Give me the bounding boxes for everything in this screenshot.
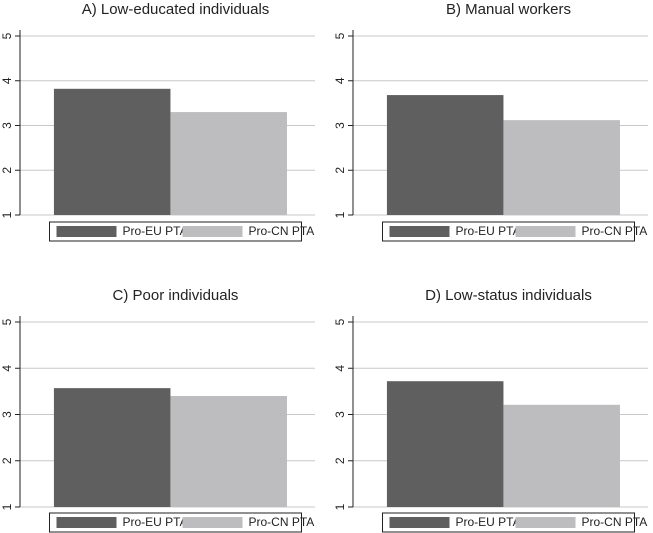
- y-tick-label: 5: [0, 318, 14, 325]
- bar: [503, 404, 620, 507]
- legend-label: Pro-CN PTA: [582, 224, 648, 238]
- legend-swatch: [56, 226, 117, 237]
- bar: [386, 381, 504, 507]
- legend-swatch: [515, 517, 576, 528]
- y-tick-label: 3: [333, 122, 347, 129]
- y-tick-label: 5: [333, 318, 347, 325]
- legend-label: Pro-EU PTA: [456, 515, 521, 529]
- legend-swatch: [389, 517, 450, 528]
- y-tick-label: 3: [0, 411, 14, 418]
- y-tick-label: 1: [333, 503, 347, 510]
- y-tick-label: 1: [333, 211, 347, 218]
- y-tick-label: 2: [333, 167, 347, 174]
- y-tick-label: 4: [0, 365, 14, 372]
- bar: [53, 388, 171, 507]
- chart-title: C) Poor individuals: [113, 287, 239, 304]
- y-tick-label: 2: [0, 167, 14, 174]
- legend-label: Pro-EU PTA: [456, 224, 521, 238]
- y-tick-label: 1: [0, 211, 14, 218]
- legend-swatch: [182, 517, 243, 528]
- y-tick-label: 4: [333, 365, 347, 372]
- legend-label: Pro-EU PTA: [123, 224, 188, 238]
- bar: [53, 88, 171, 215]
- bar: [170, 112, 287, 215]
- legend-swatch: [182, 226, 243, 237]
- y-tick-label: 2: [0, 457, 14, 464]
- y-tick-label: 1: [0, 503, 14, 510]
- legend-label: Pro-CN PTA: [249, 224, 315, 238]
- y-tick-label: 4: [333, 77, 347, 84]
- chart-title: B) Manual workers: [446, 1, 571, 18]
- y-tick-label: 4: [0, 77, 14, 84]
- legend-label: Pro-CN PTA: [249, 515, 315, 529]
- y-tick-label: 3: [333, 411, 347, 418]
- y-tick-label: 5: [0, 32, 14, 39]
- y-tick-label: 2: [333, 457, 347, 464]
- bar: [386, 95, 504, 215]
- bar: [503, 120, 620, 215]
- legend-label: Pro-EU PTA: [123, 515, 188, 529]
- legend-swatch: [515, 226, 576, 237]
- legend-swatch: [56, 517, 117, 528]
- y-tick-label: 5: [333, 32, 347, 39]
- chart-title: D) Low-status individuals: [425, 287, 592, 304]
- y-tick-label: 3: [0, 122, 14, 129]
- bar: [170, 396, 287, 507]
- chart-title: A) Low-educated individuals: [82, 1, 270, 18]
- legend-label: Pro-CN PTA: [582, 515, 648, 529]
- legend-swatch: [389, 226, 450, 237]
